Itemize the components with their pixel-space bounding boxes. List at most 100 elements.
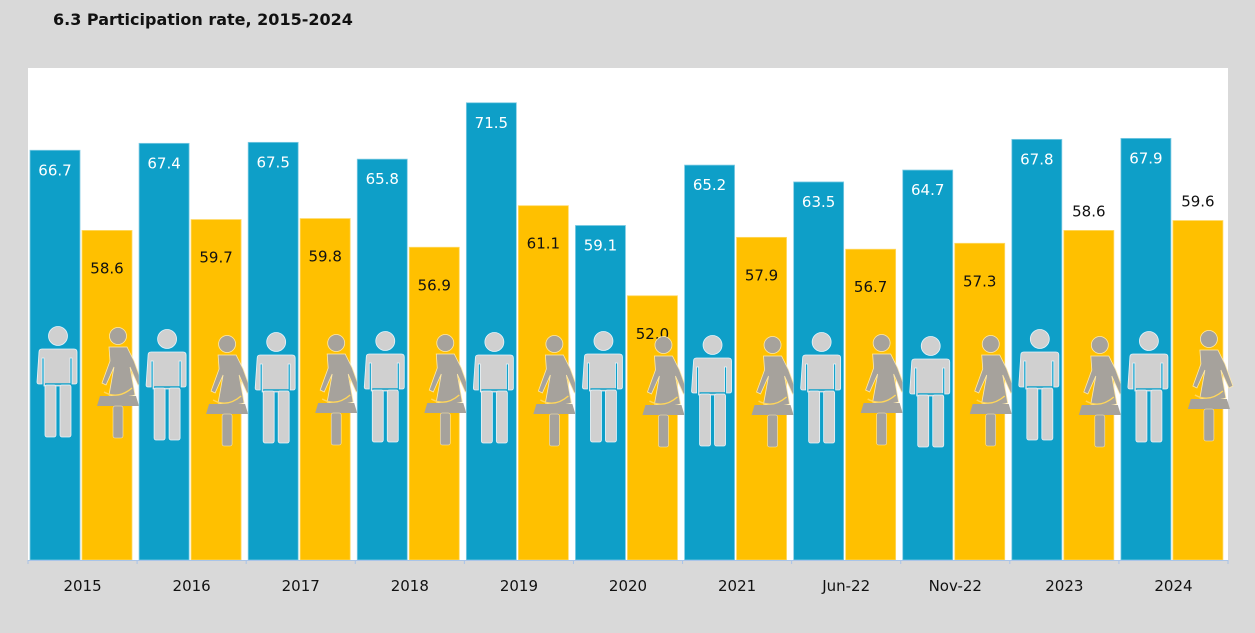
woman-icon-hem xyxy=(424,403,467,413)
woman-icon-head xyxy=(654,336,673,354)
man-icon-leg xyxy=(932,394,945,448)
man-icon-torso xyxy=(145,351,187,390)
man-icon-leg xyxy=(823,390,836,444)
man-icon-leg xyxy=(386,389,399,443)
man-icon xyxy=(145,329,187,441)
man-icon-leg xyxy=(495,390,508,444)
data-label-female: 59.7 xyxy=(199,249,232,267)
man-icon xyxy=(363,331,405,443)
man-icon-head xyxy=(157,329,177,349)
bar-male xyxy=(1011,138,1063,561)
data-label-male: 67.5 xyxy=(256,153,289,171)
man-icon-head xyxy=(593,331,614,351)
category-group: 65.2 57.9 xyxy=(684,164,798,561)
woman-icon xyxy=(751,336,798,448)
man-icon-torso xyxy=(1018,351,1060,390)
woman-icon-leg xyxy=(985,413,997,447)
data-label-male: 66.7 xyxy=(38,161,71,179)
man-icon-torso xyxy=(254,354,296,393)
man-icon xyxy=(254,332,296,444)
woman-icon-head xyxy=(545,335,564,353)
data-label-male: 65.2 xyxy=(693,176,726,194)
x-tick-label: 2018 xyxy=(391,577,429,595)
data-label-male: 59.1 xyxy=(584,236,617,254)
data-label-male: 63.5 xyxy=(802,193,835,211)
woman-icon-hem xyxy=(315,403,358,413)
woman-icon-leg xyxy=(549,413,560,447)
category-group: 67.5 59.8 xyxy=(247,141,361,561)
woman-icon-head xyxy=(1090,336,1109,354)
woman-icon-leg xyxy=(767,414,778,448)
man-icon xyxy=(472,332,514,444)
man-icon-leg xyxy=(808,390,821,444)
data-label-female: 59.6 xyxy=(1181,193,1214,211)
x-tick-label: Nov-22 xyxy=(929,577,982,595)
man-icon-leg xyxy=(153,387,166,441)
woman-icon xyxy=(315,334,361,446)
category-group: 71.5 61.1 xyxy=(465,102,579,561)
woman-icon-hem xyxy=(533,404,576,414)
man-icon-head xyxy=(1029,329,1050,349)
woman-icon-head xyxy=(1200,330,1218,348)
man-icon xyxy=(1127,331,1169,443)
woman-icon xyxy=(533,335,579,447)
woman-icon-hem xyxy=(206,404,249,414)
category-group: 63.5 56.7 xyxy=(793,181,907,561)
man-icon-leg xyxy=(59,384,72,438)
woman-icon-leg xyxy=(658,414,669,448)
data-label-male: 67.9 xyxy=(1129,149,1162,167)
woman-icon-hem xyxy=(1078,405,1121,415)
woman-icon-head xyxy=(327,334,346,352)
man-icon-head xyxy=(920,336,941,356)
x-tick-label: 2019 xyxy=(500,577,538,595)
woman-icon-leg xyxy=(1094,414,1106,448)
category-group: 59.152.0 xyxy=(575,225,688,561)
man-icon-leg xyxy=(1150,389,1163,443)
man-icon-torso xyxy=(582,353,623,392)
man-icon-torso xyxy=(909,358,951,397)
man-icon xyxy=(800,332,842,444)
category-group: 67.9 59.6 xyxy=(1120,137,1234,561)
category-group: 67.8 58.6 xyxy=(1011,138,1125,561)
man-icon-leg xyxy=(917,394,930,448)
data-label-female: 57.3 xyxy=(963,272,996,290)
data-label-male: 64.7 xyxy=(911,181,944,199)
woman-icon-hem xyxy=(97,396,139,406)
woman-icon-head xyxy=(763,336,782,354)
data-label-female: 59.8 xyxy=(308,248,341,266)
x-tick-label: 2020 xyxy=(609,577,647,595)
woman-icon-hem xyxy=(751,405,794,415)
woman-icon xyxy=(97,327,143,439)
woman-icon-head xyxy=(872,334,891,352)
woman-icon-head xyxy=(109,327,127,345)
bar-male xyxy=(465,102,517,561)
man-icon xyxy=(909,336,951,448)
chart-title: 6.3 Participation rate, 2015-2024 xyxy=(53,10,353,29)
data-label-male: 71.5 xyxy=(475,114,508,132)
man-icon-leg xyxy=(714,393,726,447)
man-icon-head xyxy=(266,332,287,352)
woman-icon xyxy=(642,336,688,448)
man-icon-leg xyxy=(1026,387,1039,441)
woman-icon-leg xyxy=(221,413,233,447)
man-icon-leg xyxy=(590,389,602,443)
category-group: 65.8 56.9 xyxy=(356,158,470,561)
x-tick-label: 2016 xyxy=(173,577,211,595)
man-icon xyxy=(582,331,623,443)
data-label-female: 58.6 xyxy=(1072,202,1105,220)
man-icon xyxy=(691,335,732,447)
man-icon xyxy=(1018,329,1060,441)
woman-icon-hem xyxy=(969,404,1012,414)
data-label-male: 67.8 xyxy=(1020,150,1053,168)
man-icon-head xyxy=(811,332,832,352)
woman-icon-head xyxy=(218,335,236,353)
man-icon-leg xyxy=(168,387,181,441)
x-tick-label: 2021 xyxy=(718,577,756,595)
man-icon-leg xyxy=(1135,389,1148,443)
man-icon-torso xyxy=(1127,353,1169,392)
man-icon-head xyxy=(375,331,396,351)
x-tick-label: 2023 xyxy=(1045,577,1083,595)
category-group: 67.4 59.7 xyxy=(138,142,252,561)
woman-icon xyxy=(860,334,907,446)
